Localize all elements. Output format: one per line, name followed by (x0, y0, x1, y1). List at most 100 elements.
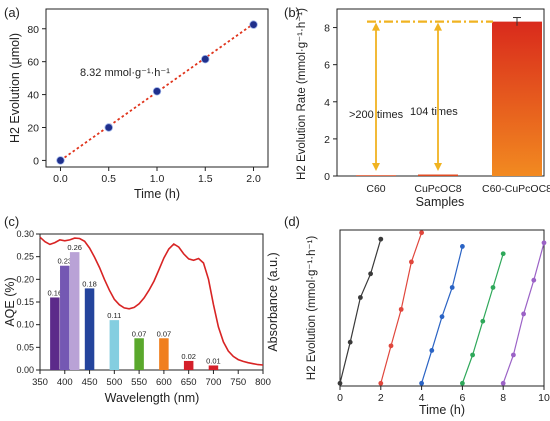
panel-d-data-point (409, 259, 414, 265)
panel-c-bar (159, 338, 169, 370)
panel-c-xtick-label: 800 (255, 377, 271, 388)
panel-c-label: (c) (4, 214, 19, 229)
panel-d-series-line (461, 253, 504, 384)
panel-c-ytick-label: 0.00 (16, 365, 34, 375)
panel-b-bar (418, 174, 458, 176)
panel-b-bar (356, 175, 396, 176)
panel-c-xtick-label: 650 (181, 377, 197, 388)
panel-a: (a) Time (h) H2 Evolution (μmol) 8.32 mm… (4, 5, 269, 201)
panel-c-ylabel: AQE (%) (3, 277, 17, 326)
panel-a-ytick-label: 0 (33, 155, 39, 167)
panel-d-data-point (470, 352, 475, 358)
panel-c-xtick-label: 600 (156, 377, 172, 388)
panel-a-xtick-label: 2.0 (246, 173, 261, 185)
panel-c-ytick-label: 0.30 (16, 229, 34, 239)
panel-d-data-point (378, 236, 384, 242)
panel-c-bar-value: 0.23 (57, 257, 72, 266)
panel-d-data-point (419, 380, 424, 386)
panel-b: (b) Samples H2 Evolution Rate (mmol·g⁻¹·… (284, 5, 550, 209)
panel-b-category-label: C60 (366, 183, 385, 195)
panel-d-ylabel: H2 Evolution (mmol·g⁻¹·h⁻¹) (306, 236, 318, 381)
panel-d-data-point (419, 230, 424, 236)
panel-b-annotation-cupc: 104 times (410, 106, 458, 118)
panel-c-bar-value: 0.07 (132, 329, 147, 338)
panel-c-bar-value: 0.07 (157, 329, 172, 338)
panel-c-bar-value: 0.16 (48, 288, 63, 297)
panel-d-data-point (368, 271, 373, 277)
panel-d-xtick-label: 10 (538, 392, 550, 404)
panel-a-ytick-label: 80 (27, 24, 39, 36)
panel-c-bar (109, 320, 120, 370)
panel-d-data-point (439, 314, 445, 320)
panel-d-data-point (358, 295, 363, 300)
panel-d-data-point (388, 343, 394, 349)
panel-b-arrow-head-down (434, 163, 442, 171)
panel-d-data-point (531, 277, 537, 283)
panel-a-data-point (152, 87, 162, 96)
panel-d-data-point (347, 339, 353, 345)
panel-d-data-point (490, 285, 496, 290)
panel-c-right-label: Absorbance (a.u.) (266, 252, 280, 351)
panel-c-bar (69, 252, 80, 370)
panel-a-data-point (56, 156, 65, 165)
panel-d-data-point (480, 318, 486, 324)
panel-d-xtick-label: 0 (337, 392, 343, 404)
panel-c-bar (50, 297, 60, 370)
panel-a-ylabel: H2 Evolution (μmol) (8, 33, 22, 143)
panel-b-category-label: CuPcOC8 (414, 183, 461, 195)
panel-d-data-point (398, 306, 404, 312)
panel-c-ytick-label: 0.15 (16, 297, 34, 307)
panel-c-bar (60, 265, 70, 370)
panel-b-ylabel: H2 Evolution Rate (mmol·g⁻¹·h⁻¹) (296, 8, 308, 180)
panel-a-data-point (201, 54, 210, 64)
panel-c-ytick-label: 0.05 (16, 342, 34, 352)
panel-d-data-point (541, 240, 547, 246)
panel-c-xtick-label: 550 (131, 377, 147, 388)
panel-a-label: (a) (4, 5, 20, 20)
panel-d-data-point (460, 380, 465, 386)
panel-b-xlabel: Samples (416, 195, 465, 209)
panel-a-xtick-label: 1.0 (150, 173, 165, 185)
panel-c-xlabel: Wavelength (nm) (105, 391, 200, 405)
panel-b-ytick-label: 8 (324, 23, 330, 35)
panel-a-xtick-label: 1.5 (198, 173, 213, 185)
panel-a-rate-annotation: 8.32 mmol·g⁻¹·h⁻¹ (80, 67, 170, 79)
panel-d: (d) Time (h) H2 Evolution (mmol·g⁻¹·h⁻¹)… (284, 214, 550, 417)
panel-d-data-point (337, 380, 343, 386)
panel-d-data-point (449, 285, 455, 290)
panel-b-arrow-head-up (434, 22, 442, 31)
panel-a-data-point (104, 123, 113, 132)
panel-d-data-point (500, 380, 506, 386)
panel-a-ytick-label: 20 (27, 123, 39, 135)
panel-a-ytick-label: 60 (27, 57, 39, 69)
panel-c-xtick-label: 400 (57, 377, 73, 388)
panel-c-bar (208, 365, 219, 370)
panel-d-xtick-label: 6 (459, 392, 465, 404)
panel-d-data-point (521, 311, 526, 317)
panel-c-xtick-label: 700 (206, 377, 222, 388)
panel-c-bar-value: 0.01 (206, 356, 221, 365)
panel-d-data-point (500, 251, 506, 257)
panel-c-bar-value: 0.11 (107, 311, 121, 320)
panel-c-xtick-label: 750 (230, 377, 246, 388)
panel-c-bar (84, 288, 95, 370)
panel-d-frame (339, 229, 545, 387)
panel-c-bar-value: 0.18 (82, 279, 97, 288)
panel-d-xtick-label: 8 (500, 392, 506, 404)
panel-c-bar (134, 338, 144, 370)
panel-c-xtick-label: 500 (106, 377, 122, 388)
panel-a-data-point (249, 20, 258, 29)
panel-b-arrow-head-up (372, 22, 380, 31)
panel-b-bar (492, 21, 542, 176)
panel-b-ytick-label: 0 (324, 171, 330, 183)
panel-c-xtick-label: 450 (82, 377, 98, 388)
panel-d-label: (d) (284, 214, 300, 229)
panel-a-ytick-label: 40 (27, 90, 39, 102)
panel-b-label: (b) (284, 5, 300, 20)
panel-b-category-label: C60-CuPcOC8 (482, 183, 550, 195)
panel-c-ytick-label: 0.25 (16, 252, 34, 262)
panel-b-arrow-head-down (372, 163, 380, 171)
panel-a-xtick-label: 0.5 (101, 173, 116, 185)
panel-c: (c) Wavelength (nm) AQE (%) Absorbance (… (3, 214, 280, 405)
